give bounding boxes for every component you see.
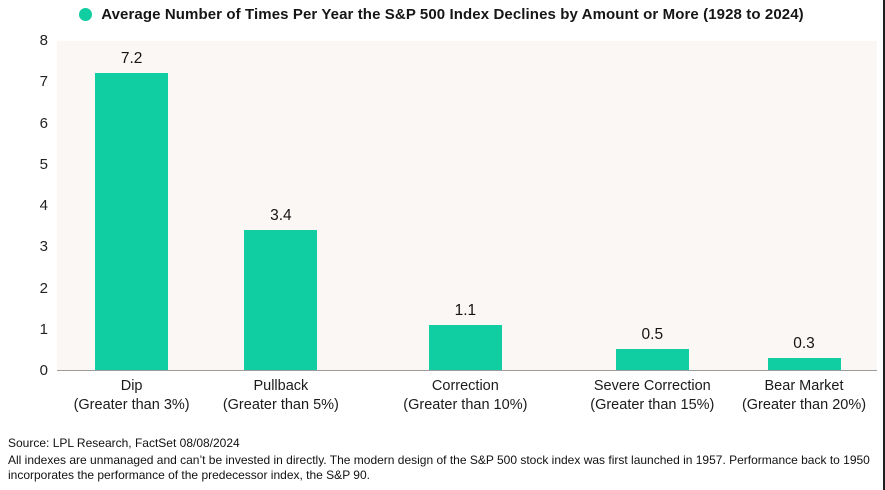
category-name: Severe Correction [593,378,711,394]
category-label: Correction (Greater than 10%) [370,377,560,415]
y-tick-label: 2 [39,279,48,297]
y-tick-label: 4 [39,197,48,214]
source-line: Source: LPL Research, FactSet 08/08/2024 [8,436,240,450]
y-tick-label: 3 [39,238,48,256]
y-axis: 8 7 6 5 4 3 2 1 0 [0,32,48,379]
category-name: Correction [431,378,499,394]
y-tick-label: 1 [39,320,48,338]
category-sublabel: (Greater than 5%) [222,397,339,413]
y-tick-label: 8 [39,32,48,49]
y-tick-label: 0 [39,362,48,379]
bar [428,325,502,370]
category-label: Bear Market (Greater than 20%) [709,377,883,415]
bar [244,230,318,370]
bar-value-label: 3.4 [270,207,292,224]
category-sublabel: (Greater than 15%) [590,397,715,413]
disclaimer: All indexes are unmanaged and can’t be i… [8,452,870,483]
category-name: Bear Market [764,378,844,394]
category-label: Pullback (Greater than 5%) [186,377,376,415]
category-name: Pullback [253,378,309,394]
x-axis-labels: Dip (Greater than 3%) Pullback (Greater tha… [57,377,877,419]
category-label: Severe Correction (Greater than 15%) [557,377,747,415]
bar [95,73,169,370]
y-tick-label: 7 [39,73,48,91]
category-name: Dip [120,378,143,394]
bar [767,358,841,370]
footnotes: Source: LPL Research, FactSet 08/08/2024… [8,436,870,484]
category-sublabel: (Greater than 20%) [741,397,867,413]
bar-value-label: 0.5 [641,326,664,343]
y-tick-label: 6 [39,114,48,132]
legend-dot-icon [79,8,93,21]
bar [615,349,689,370]
bar-value-label: 7.2 [120,50,143,67]
plot-area: 7.2 3.4 1.1 0.5 0.3 [57,41,877,371]
category-sublabel: (Greater than 10%) [403,397,528,413]
y-tick-label: 5 [39,155,48,173]
bar-value-label: 0.3 [793,335,815,352]
category-label: Dip (Greater than 3%) [37,377,227,415]
chart-legend: Average Number of Times Per Year the S&P… [0,6,883,23]
bar-value-label: 1.1 [454,302,477,319]
chart-title: Average Number of Times Per Year the S&P… [101,6,804,23]
category-sublabel: (Greater than 3%) [73,397,190,413]
